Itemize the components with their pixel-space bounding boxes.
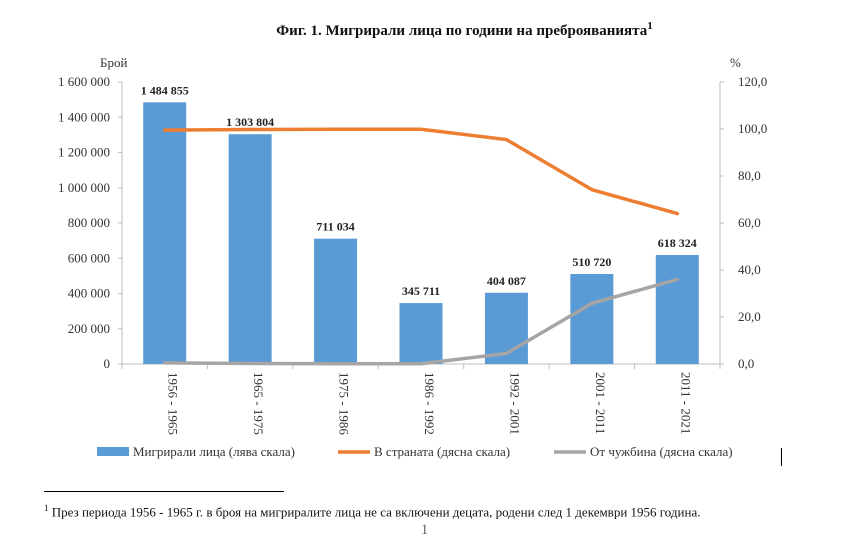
- bar-data-label: 404 087: [487, 274, 526, 288]
- x-tick-label: 1965 - 1975: [251, 372, 266, 435]
- x-tick-label: 1975 - 1986: [337, 372, 352, 435]
- y-right-tick-label: 100,0: [738, 121, 767, 136]
- footnote-divider: [44, 491, 284, 492]
- x-tick-label: 2001 - 2011: [593, 372, 608, 434]
- y-left-tick-label: 1 200 000: [58, 145, 110, 160]
- bar-data-label: 618 324: [658, 236, 697, 250]
- legend-label: Мигрирали лица (лява скала): [133, 444, 295, 459]
- title-footnote-marker: 1: [647, 20, 653, 32]
- y-left-tick-label: 400 000: [68, 286, 110, 301]
- y-left-tick-label: 1 600 000: [58, 74, 110, 89]
- legend-label: От чужбина (дясна скала): [590, 444, 733, 459]
- y-left-tick-label: 800 000: [68, 215, 110, 230]
- bar: [570, 273, 614, 364]
- y-axis-right-label: %: [730, 55, 741, 70]
- y-left-tick-label: 1 400 000: [58, 109, 110, 124]
- x-tick-label: 1956 - 1965: [166, 372, 181, 435]
- chart: Брой % 0 200 000 400 000 600 000 800 000 1 000 …: [58, 55, 767, 459]
- y-axis-left-label: Брой: [100, 55, 127, 70]
- bar-data-label: 345 711: [402, 284, 440, 298]
- footnote-text: През периода 1956 - 1965 г. в броя на ми…: [51, 504, 701, 520]
- y-right-tick-label: 60,0: [738, 215, 761, 230]
- x-tick-label: 1986 - 1992: [422, 372, 437, 435]
- y-left-tick-label: 0: [104, 356, 111, 371]
- x-tick-label: 1992 - 2001: [507, 372, 522, 435]
- text-cursor: [781, 448, 782, 466]
- y-right-tick-label: 20,0: [738, 309, 761, 324]
- legend-label: В страната (дясна скала): [374, 444, 510, 459]
- bar: [655, 255, 699, 364]
- bar: [399, 303, 443, 364]
- bar-data-label: 1 484 855: [141, 83, 189, 97]
- y-left-tick-label: 1 000 000: [58, 180, 110, 195]
- legend-swatch-bars: [97, 447, 129, 456]
- y-right-tick-label: 0,0: [738, 356, 754, 371]
- bar: [314, 238, 358, 364]
- bar-data-label: 1 303 804: [226, 115, 274, 129]
- bar-data-label: 711 034: [316, 220, 354, 234]
- footnote-marker: 1: [44, 503, 49, 513]
- footnote: 1 През периода 1956 - 1965 г. в броя на …: [44, 503, 700, 520]
- y-right-tick-label: 120,0: [738, 74, 767, 89]
- bar: [228, 134, 272, 364]
- page-number: 1: [420, 522, 429, 538]
- y-right-tick-label: 80,0: [738, 168, 761, 183]
- x-tick-label: 2011 - 2021: [678, 372, 693, 434]
- bar: [143, 102, 187, 364]
- series-line-1: [162, 127, 680, 216]
- y-left-tick-label: 600 000: [68, 250, 110, 265]
- y-right-tick-label: 40,0: [738, 262, 761, 277]
- chart-title: Фиг. 1. Мигрирали лица по години на преб…: [276, 20, 653, 39]
- y-left-tick-label: 200 000: [68, 321, 110, 336]
- series-line-2: [162, 277, 680, 366]
- bar-data-label: 510 720: [572, 255, 611, 269]
